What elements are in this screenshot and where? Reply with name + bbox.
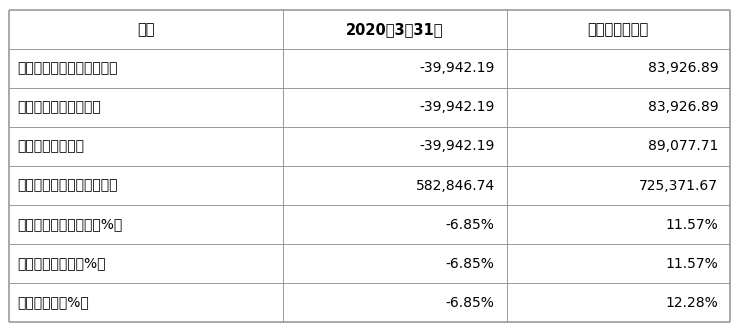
- Text: 本次发行完成后: 本次发行完成后: [588, 22, 649, 37]
- Text: 项目: 项目: [137, 22, 154, 37]
- Text: -6.85%: -6.85%: [446, 295, 494, 309]
- Text: 一级资本充足率（%）: 一级资本充足率（%）: [18, 257, 106, 271]
- Text: 83,926.89: 83,926.89: [647, 101, 718, 115]
- Text: -39,942.19: -39,942.19: [419, 101, 494, 115]
- Text: 11.57%: 11.57%: [666, 217, 718, 231]
- Text: 83,926.89: 83,926.89: [647, 61, 718, 75]
- Text: 核心一级资本净额（万元）: 核心一级资本净额（万元）: [18, 61, 118, 75]
- Text: 资本充足率（%）: 资本充足率（%）: [18, 295, 89, 309]
- Text: 12.28%: 12.28%: [666, 295, 718, 309]
- Text: -39,942.19: -39,942.19: [419, 139, 494, 153]
- Text: 2020年3月31日: 2020年3月31日: [346, 22, 443, 37]
- Text: 一级资本净额（万元）: 一级资本净额（万元）: [18, 101, 101, 115]
- Text: 725,371.67: 725,371.67: [639, 179, 718, 193]
- Text: 11.57%: 11.57%: [666, 257, 718, 271]
- Text: -6.85%: -6.85%: [446, 217, 494, 231]
- Text: -6.85%: -6.85%: [446, 257, 494, 271]
- Text: 资本净额（万元）: 资本净额（万元）: [18, 139, 85, 153]
- Text: 582,846.74: 582,846.74: [415, 179, 494, 193]
- Text: -39,942.19: -39,942.19: [419, 61, 494, 75]
- Text: 89,077.71: 89,077.71: [648, 139, 718, 153]
- Text: 核心一级资本充足率（%）: 核心一级资本充足率（%）: [18, 217, 123, 231]
- Text: 风险加权资产合计（万元）: 风险加权资产合计（万元）: [18, 179, 118, 193]
